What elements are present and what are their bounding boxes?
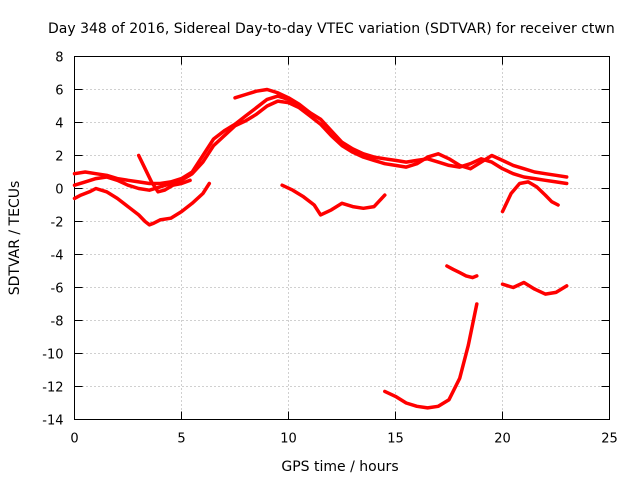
x-tick-label: 25 (601, 432, 618, 447)
x-tick-label: 5 (177, 432, 185, 447)
x-tick-label: 20 (494, 432, 511, 447)
y-tick-label: -2 (51, 216, 64, 231)
x-axis-title: GPS time / hours (281, 459, 398, 475)
axis-ticks: -14 -12 -10 -8 -6 -4 -2 0 2 4 6 8 0 5 10 15 20 25 (42, 51, 618, 447)
y-tick-label: -8 (51, 315, 64, 330)
y-tick-label: 2 (55, 150, 63, 165)
y-tick-label: -10 (42, 348, 63, 363)
y-tick-label: -14 (42, 414, 63, 429)
y-tick-label: 6 (55, 84, 63, 99)
grid (74, 56, 610, 420)
series-group (72, 87, 569, 410)
series-line-sat-j (500, 180, 560, 214)
y-tick-label: 8 (55, 51, 63, 66)
chart-title: Day 348 of 2016, Sidereal Day-to-day VTE… (48, 21, 615, 37)
y-tick-label: -12 (42, 381, 63, 396)
series-line-sat-a (72, 94, 569, 186)
x-tick-label: 15 (387, 432, 404, 447)
series-line-sat-f (280, 183, 387, 217)
x-tick-label: 10 (280, 432, 297, 447)
series-line-sat-e (233, 87, 312, 115)
x-tick-label: 0 (70, 432, 78, 447)
y-axis-title: SDTVAR / TECUs (7, 181, 23, 296)
plot-frame (74, 56, 610, 420)
series-line-sat-h (445, 264, 479, 280)
series-line-sat-i (500, 280, 569, 296)
series-line-sat-g (383, 302, 479, 410)
y-tick-label: 4 (55, 117, 63, 132)
series-line-sat-d (136, 153, 192, 194)
y-tick-label: -4 (51, 249, 64, 264)
series-line-sat-c (72, 181, 212, 227)
y-tick-label: -6 (51, 282, 64, 297)
y-tick-label: 0 (55, 183, 63, 198)
